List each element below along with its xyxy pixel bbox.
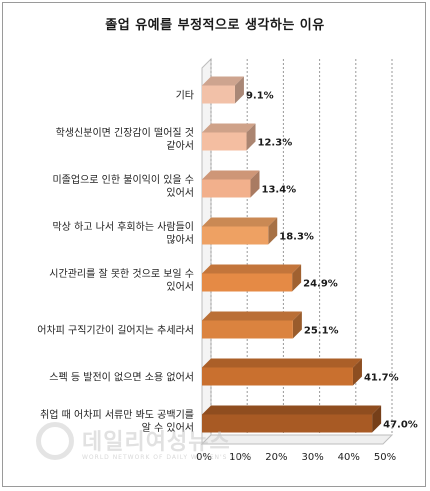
chart-side-wall: [201, 57, 212, 446]
bar-top-face: [202, 170, 260, 180]
category-label: 있어서: [166, 281, 194, 293]
x-tick-label: 10%: [229, 452, 251, 463]
bar-top-face: [202, 76, 244, 86]
bar-side-face: [234, 76, 244, 104]
bar: [202, 132, 247, 151]
bar-side-face: [292, 311, 302, 339]
bar-side-face: [352, 358, 362, 386]
bar-side-face: [250, 170, 260, 198]
x-tick-label: 0%: [196, 452, 212, 463]
chart-title: 졸업 유예를 부정적으로 생각하는 이유: [105, 18, 325, 33]
bar-top-face: [202, 264, 302, 274]
category-label: 많아서: [166, 234, 194, 246]
data-label: 13.4%: [262, 185, 297, 196]
category-label: 학생신분이면 긴장감이 떨어질 것: [56, 127, 194, 139]
bar: [202, 226, 269, 245]
chart-floor: [200, 434, 394, 445]
data-label: 12.3%: [258, 138, 293, 149]
bar: [202, 273, 293, 292]
data-label: 41.7%: [364, 373, 399, 384]
data-label: 24.9%: [303, 279, 338, 290]
category-label: 막상 하고 나서 후회하는 사람들이: [52, 220, 194, 233]
bar: [202, 414, 373, 433]
bar-top-face: [202, 311, 302, 321]
data-label: 18.3%: [279, 232, 314, 243]
category-label: 시간관리를 잘 못한 것으로 보일 수: [49, 268, 194, 280]
x-tick-label: 30%: [301, 452, 323, 463]
category-label: 있어서: [166, 187, 194, 199]
bar-side-face: [246, 123, 256, 151]
x-tick-label: 50%: [374, 452, 396, 463]
data-label: 47.0%: [383, 420, 418, 431]
bar: [202, 85, 235, 104]
bar-top-face: [202, 123, 256, 133]
bar: [202, 320, 293, 339]
bar-side-face: [372, 405, 382, 433]
x-tick-label: 40%: [338, 452, 360, 463]
category-label: 기타: [176, 90, 194, 102]
bar: [202, 179, 251, 198]
bar-top-face: [202, 405, 382, 415]
category-label: 스펙 등 발전이 없으면 소용 없어서: [49, 371, 194, 384]
bar-side-face: [268, 217, 278, 245]
category-label: 미졸업으로 인한 불이익이 있을 수: [52, 173, 194, 186]
bar-top-face: [202, 358, 362, 368]
bar-top-face: [202, 217, 278, 227]
category-label: 알 수 있어서: [142, 422, 194, 434]
data-label: 25.1%: [304, 326, 339, 337]
category-label: 어차피 구직기간이 길어지는 추세라서: [37, 324, 194, 337]
bar: [202, 367, 353, 386]
bar-side-face: [292, 264, 302, 292]
category-label: 같아서: [166, 140, 194, 152]
category-label: 취업 때 어차피 서류만 봐도 공백기를: [40, 408, 194, 421]
x-tick-label: 20%: [265, 452, 287, 463]
data-label: 9.1%: [246, 91, 274, 102]
